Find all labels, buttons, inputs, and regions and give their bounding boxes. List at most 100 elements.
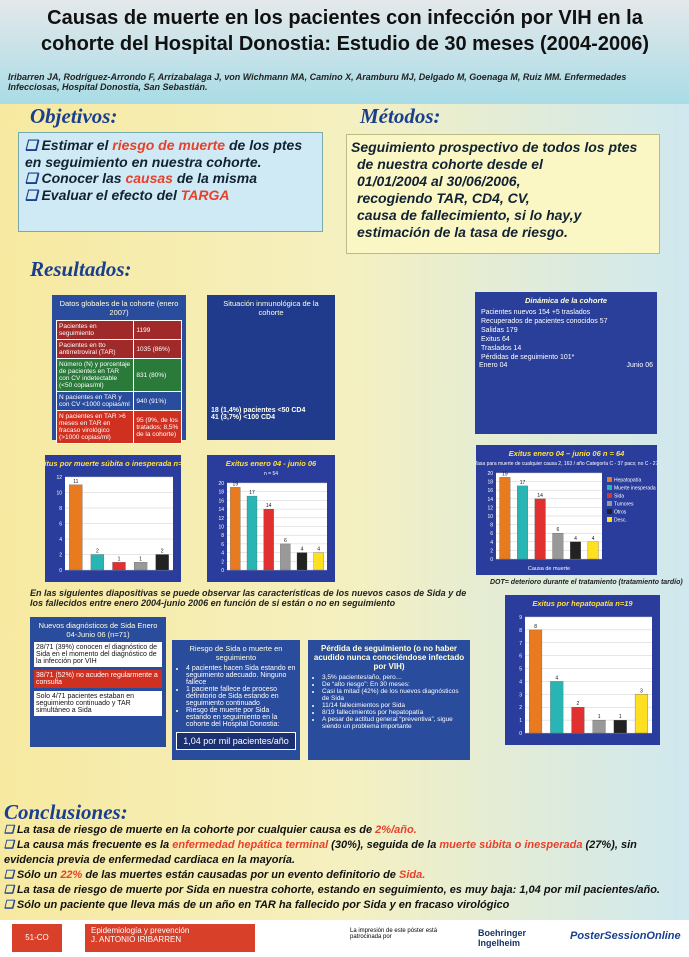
panel-title: Dinámica de la cohorte [524, 296, 608, 305]
title: Causas de muerte en los pacientes con in… [41, 7, 649, 55]
dynamics-line: Exitus 64 [481, 336, 510, 343]
dynamics-line: Recuperados de pacientes conocidos 57 [481, 318, 608, 325]
y-tick-label: 0 [519, 731, 522, 737]
y-tick-label: 10 [487, 514, 493, 520]
y-tick-label: 10 [56, 491, 62, 497]
code: 51-CO [12, 924, 62, 952]
methods-heading: Métodos: [360, 104, 441, 128]
y-tick-label: 8 [59, 506, 62, 512]
bar [570, 541, 581, 560]
loss-panel: Pérdida de seguimiento (o no haber acudi… [308, 640, 470, 760]
value-label: 2 [577, 701, 580, 707]
header-band [0, 0, 689, 104]
text-run: Sida. [399, 869, 426, 881]
item: 3,5% pacientes/año, pero… [322, 674, 466, 681]
objective: Evaluar el efecto del TARGA [25, 187, 316, 204]
item: Riesgo de muerte por Sida estando en seg… [186, 707, 296, 728]
chart-title: Exitus enero 04 - junio 06 [226, 459, 317, 468]
text-run: de los ptes en seguimiento en nuestra co… [25, 137, 303, 170]
item: 8/19 fallecimientos por hepatopatía [322, 709, 466, 716]
value-label: 17 [249, 490, 255, 496]
value-label: 2 [161, 549, 164, 555]
footer: 51-CO Epidemiología y prevención J. ANTO… [0, 920, 689, 957]
y-tick-label: 4 [490, 540, 493, 546]
bar [69, 484, 83, 571]
bar [529, 629, 543, 734]
objectives-heading: Objetivos: [30, 104, 118, 128]
value-label: 6 [556, 527, 559, 533]
risk-panel: Riesgo de Sida o muerte en seguimiento 4… [172, 640, 300, 760]
chart-title: Exitus enero 04 – junio 06 n = 64 [509, 449, 626, 458]
bar [280, 543, 291, 571]
value-label: 1 [118, 556, 121, 562]
authors: Iribarren JA, Rodríguez-Arrondo F, Arriz… [8, 72, 627, 92]
table-cell: 1199 [133, 320, 182, 340]
table-row: N pacientes en TAR >6 meses en TAR en fr… [55, 410, 182, 444]
legend-label: Otros [614, 510, 627, 516]
y-tick-label: 12 [218, 516, 224, 522]
conclusions: La tasa de riesgo de muerte en la cohort… [4, 823, 684, 913]
text-run: La tasa de riesgo de muerte en la cohort… [16, 824, 376, 836]
paragraph: En las siguientes diapositivas se puede … [30, 588, 467, 608]
text-run: Sólo un paciente que lleva más de un año… [16, 899, 510, 911]
text-run: Conocer las [41, 170, 126, 186]
text-run: Estimar el [41, 137, 113, 153]
text-run: 2%/año. [375, 824, 417, 836]
conclusion: Sólo un 22% de las muertes están causada… [4, 868, 684, 883]
note: DOT= deterioro durante el tratamiento (t… [490, 579, 683, 586]
text-run: de las muertes están causadas por un eve… [82, 869, 399, 881]
label: Enero 04 [479, 362, 508, 369]
methods-line: recogiendo TAR, CD4, CV, [357, 190, 530, 206]
bar [133, 562, 148, 571]
text-run: Evaluar el efecto del [41, 187, 181, 203]
bar [313, 552, 324, 571]
table-cell: Pacientes en seguimiento [55, 320, 135, 340]
author: J. ANTONIO IRIBARREN [91, 935, 182, 944]
conclusion: La causa más frecuente es la enfermedad … [4, 838, 684, 868]
panel-title: Situación inmunológica de la cohorte [223, 299, 319, 317]
results-heading: Resultados: [30, 257, 132, 281]
value-label: 19 [233, 481, 239, 487]
conclusion: Sólo un paciente que lleva más de un año… [4, 898, 684, 913]
item: 4 pacientes hacen Sida estando en seguim… [186, 665, 296, 686]
bar [230, 487, 241, 571]
y-tick-label: 5 [519, 667, 522, 673]
item: 1 paciente fallece de proceso definitori… [186, 686, 296, 707]
value-label: 3 [640, 688, 643, 694]
box: 38/71 (52%) no acuden regularmente a con… [34, 670, 162, 688]
label: Junio 06 [626, 362, 653, 369]
data-table: Pacientes en seguimiento 1199 Pacientes en… [55, 320, 182, 444]
conclusion: La tasa de riesgo de muerte en la cohort… [4, 823, 684, 838]
y-tick-label: 12 [56, 475, 62, 481]
y-tick-label: 18 [218, 490, 224, 496]
y-tick-label: 16 [487, 488, 493, 494]
value-label: 1 [598, 714, 601, 720]
legend-swatch [607, 517, 612, 522]
value-label: 11 [73, 479, 78, 485]
table-panel: Datos globales de la cohorte (enero 2007… [52, 295, 186, 444]
topic: Epidemiología y prevención [91, 926, 190, 935]
legend-label: Hepatopatía [614, 478, 641, 484]
bar [634, 694, 648, 734]
y-tick-label: 8 [221, 533, 224, 539]
value-label: 1 [139, 556, 142, 562]
value-label: 14 [266, 503, 272, 509]
text-run: 22% [60, 869, 83, 881]
y-tick-label: 6 [221, 542, 224, 548]
plot-area [525, 617, 652, 733]
value-label: 4 [317, 547, 320, 553]
legend-label: Tumores [614, 502, 634, 508]
value-label: 19 [502, 471, 508, 477]
panel-title: Pérdida de seguimiento (o no haber acudi… [313, 644, 465, 671]
value-label: 14 [537, 493, 543, 499]
y-tick-label: 12 [487, 505, 493, 511]
table-cell: 95 (9%, de los tratados; 8,5% de la coho… [133, 410, 182, 444]
methods-line: Seguimiento prospectivo de todos los pte… [351, 139, 638, 155]
bar [613, 719, 627, 734]
table-row: Número (N) y porcentaje de pacientes en … [55, 358, 182, 392]
dynamics-line: Pérdidas de seguimiento 101* [481, 354, 575, 361]
table-row: Pacientes en seguimiento 1199 [55, 320, 182, 340]
methods-line: 01/01/2004 al 30/06/2006, [357, 173, 521, 189]
dynamics-line: Pacientes nuevos 154 +5 traslados [481, 309, 591, 316]
